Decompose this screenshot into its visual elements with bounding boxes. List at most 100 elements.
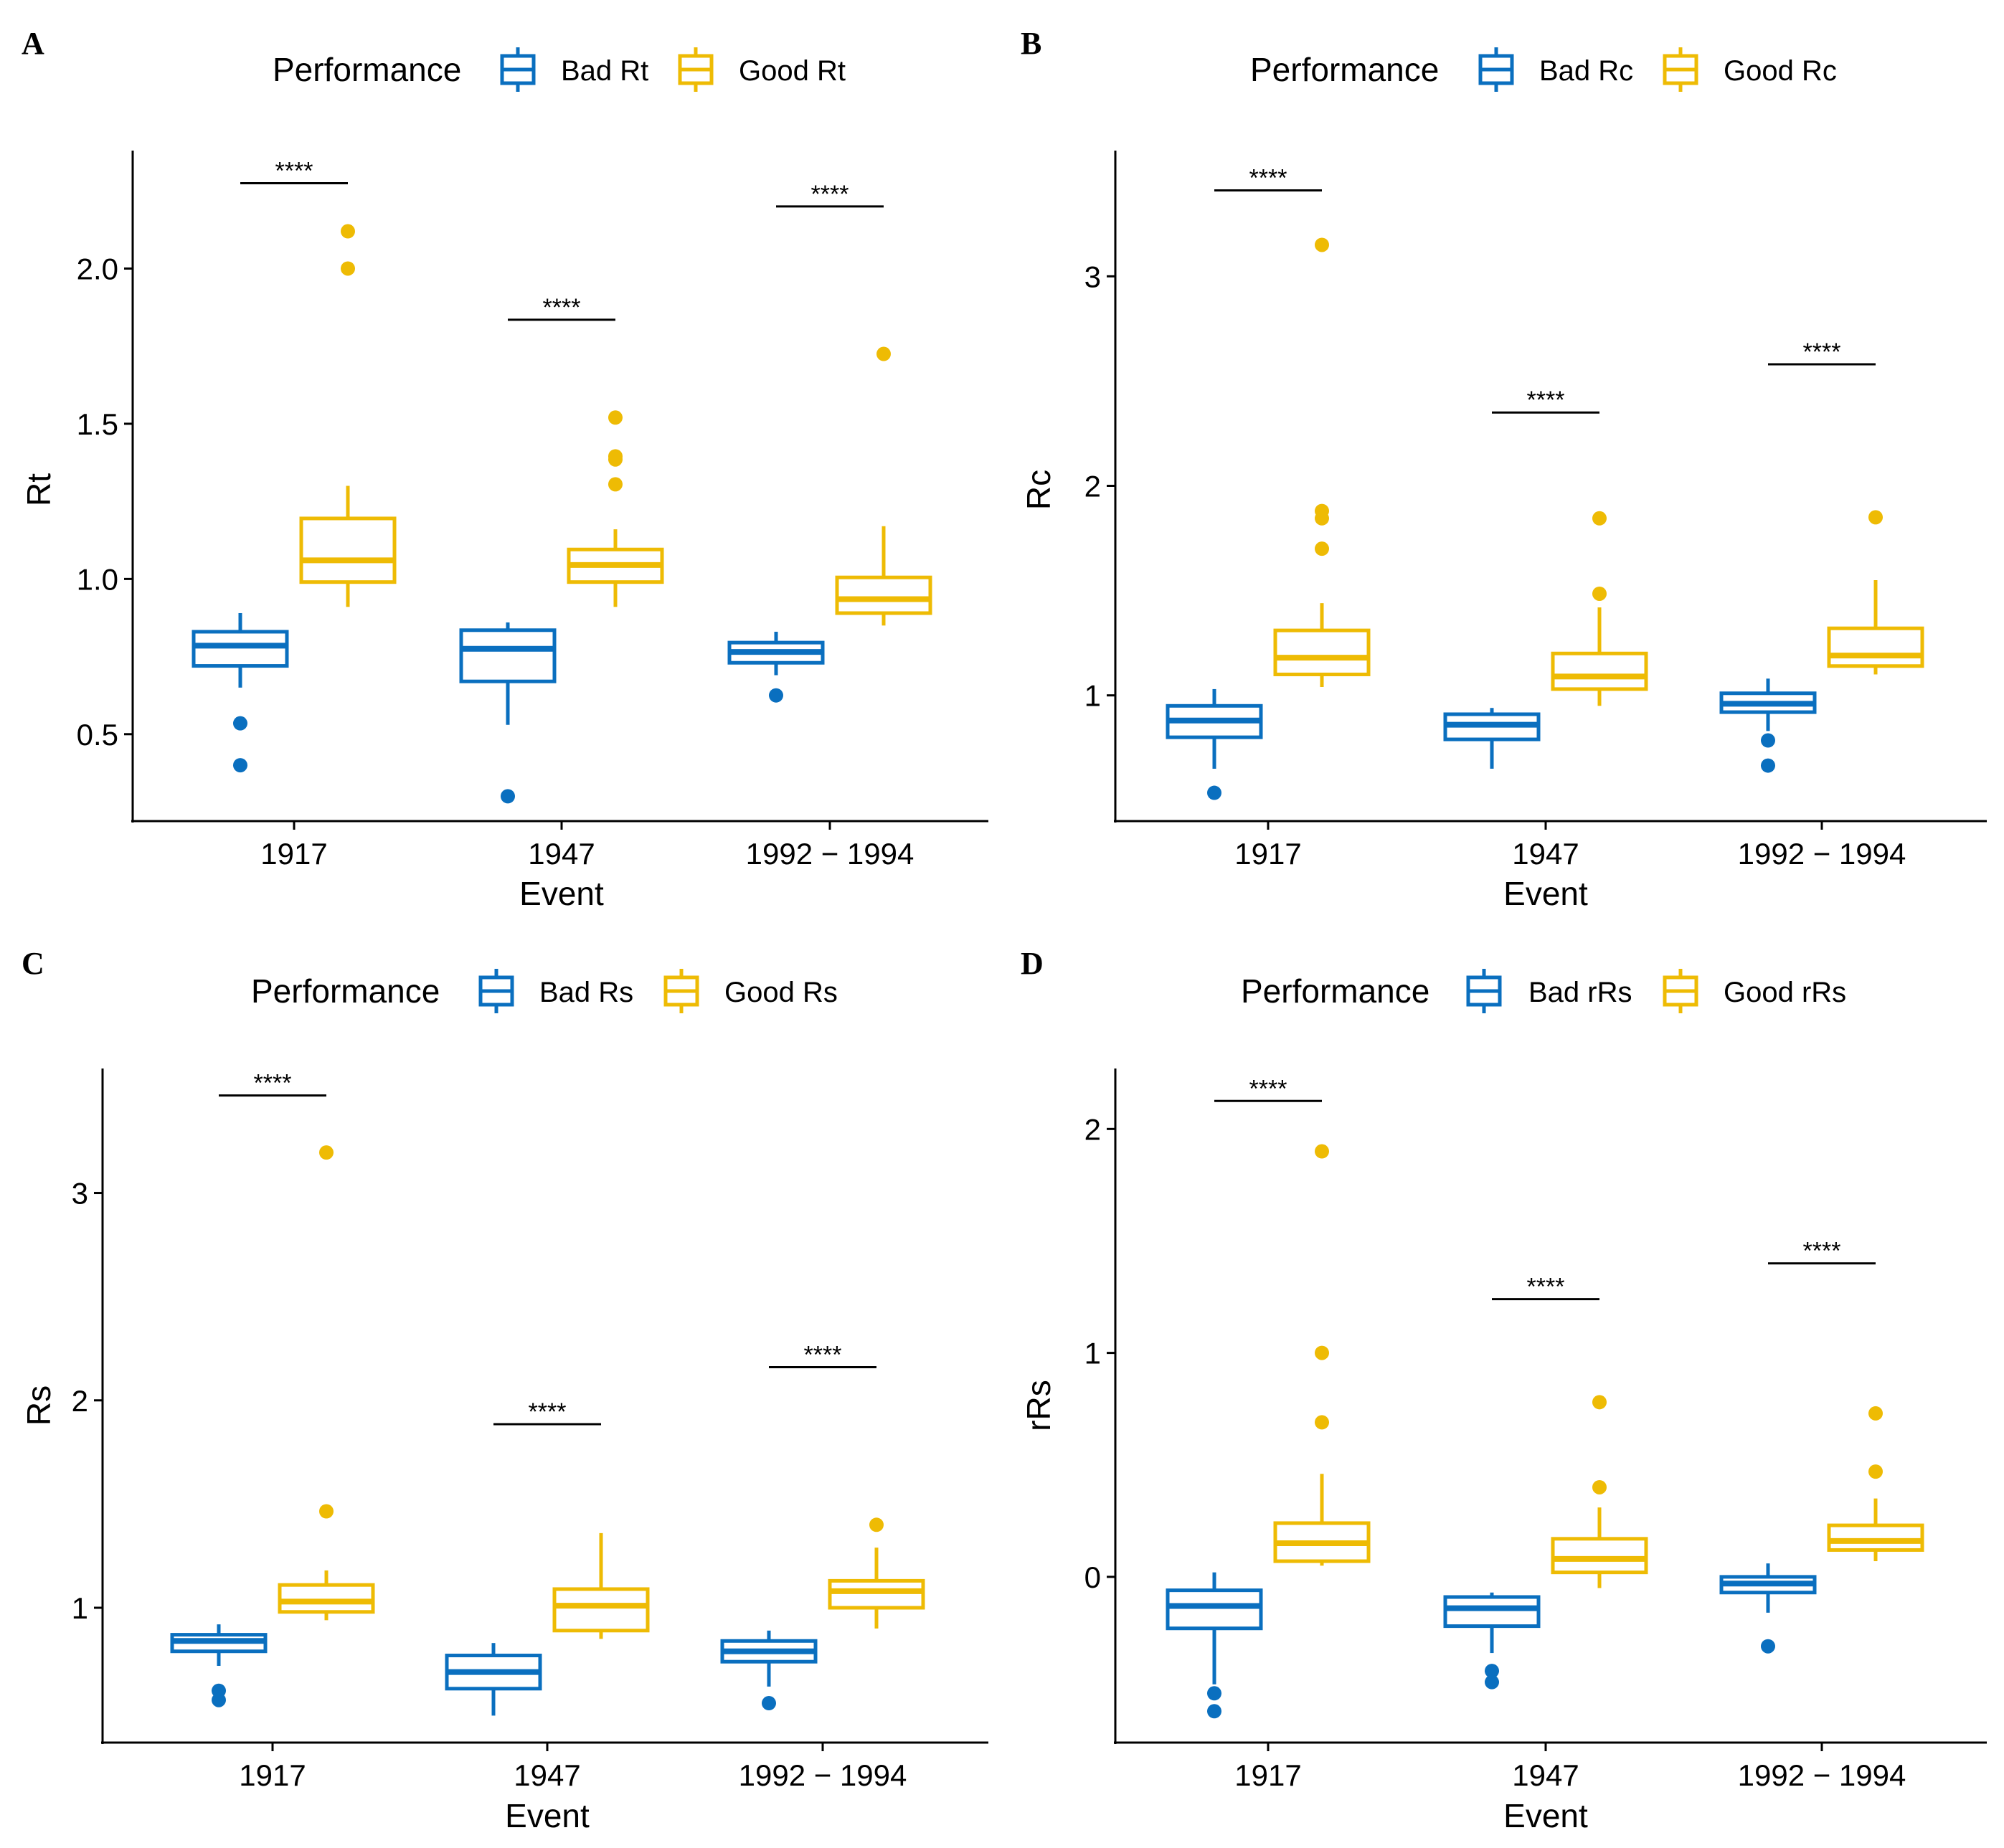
outlier-point-good bbox=[1592, 1395, 1607, 1410]
box-good bbox=[828, 1578, 925, 1610]
significance-label: **** bbox=[543, 294, 581, 321]
y-tick-label: 3 bbox=[1084, 260, 1101, 293]
legend-key-good bbox=[678, 47, 714, 92]
box-good bbox=[1551, 651, 1648, 691]
outlier-point-good bbox=[1315, 1144, 1329, 1159]
plot-area: 1 2 3 **** **** **** bbox=[72, 1068, 988, 1751]
box-good bbox=[1827, 626, 1924, 668]
outlier-point-good bbox=[608, 452, 623, 467]
outlier-point-bad bbox=[233, 716, 247, 731]
box-good bbox=[1273, 628, 1371, 676]
y-tick-label: 0.5 bbox=[77, 718, 118, 752]
outlier-point-good bbox=[341, 224, 355, 239]
outlier-point-good bbox=[876, 346, 891, 361]
outlier-point-bad bbox=[1761, 1639, 1775, 1654]
legend-key-bad bbox=[1478, 47, 1514, 92]
x-axis-title: Event bbox=[519, 875, 604, 912]
y-tick-label: 0 bbox=[1084, 1560, 1101, 1594]
legend-key-bad bbox=[1466, 969, 1502, 1013]
legend-d: Performance Bad rRs Good rRs bbox=[1241, 969, 1846, 1013]
x-tick-label: 1917 bbox=[260, 837, 327, 871]
outlier-point-good bbox=[1868, 1406, 1883, 1421]
box-good bbox=[1827, 1523, 1924, 1552]
outlier-point-bad bbox=[762, 1696, 776, 1711]
significance-label: **** bbox=[275, 157, 313, 184]
y-tick-label: 1 bbox=[1084, 1337, 1101, 1370]
outlier-point-good bbox=[319, 1504, 334, 1519]
outlier-point-good bbox=[1592, 586, 1607, 601]
outlier-point-bad bbox=[1485, 1664, 1499, 1679]
panel-label-a: A bbox=[22, 26, 44, 61]
significance-label: **** bbox=[1249, 1075, 1287, 1102]
outlier-point-bad bbox=[233, 758, 247, 773]
panel-label-d: D bbox=[1021, 946, 1044, 981]
y-tick-label: 1 bbox=[72, 1591, 88, 1625]
legend-key-good bbox=[663, 969, 699, 1013]
x-axis-title: Event bbox=[505, 1797, 590, 1834]
legend-title: Performance bbox=[1250, 51, 1439, 88]
panel-d: D Performance Bad rRs Good rRs 1917 1947… bbox=[1020, 946, 1987, 1834]
y-tick-label: 2 bbox=[1084, 1112, 1101, 1146]
box-bad bbox=[192, 630, 289, 668]
x-tick-label: 1947 bbox=[528, 837, 595, 871]
legend-a: Performance Bad Rt Good Rt bbox=[273, 47, 846, 92]
legend-label-bad: Bad Rt bbox=[561, 55, 648, 87]
plot-area: 1 2 3 **** **** **** bbox=[1084, 151, 1987, 830]
outlier-point-good bbox=[1315, 1345, 1329, 1360]
significance-label: **** bbox=[811, 181, 849, 208]
panel-c: C Performance Bad Rs Good Rs 1917 1947 1… bbox=[20, 946, 988, 1834]
legend-label-bad: Bad rRs bbox=[1528, 977, 1632, 1008]
legend-key-bad bbox=[500, 47, 536, 92]
significance-label: **** bbox=[1527, 387, 1565, 414]
legend-title: Performance bbox=[1241, 972, 1429, 1010]
outlier-point-bad bbox=[1207, 785, 1221, 800]
x-axis-title: Event bbox=[1503, 1797, 1588, 1834]
outlier-point-good bbox=[1315, 1415, 1329, 1430]
legend-label-good: Good Rt bbox=[739, 55, 846, 87]
outlier-point-bad bbox=[769, 688, 783, 703]
panel-a: A Performance Bad Rt Good Rt 1917 1947 1… bbox=[20, 26, 988, 912]
legend-label-good: Good rRs bbox=[1724, 977, 1846, 1008]
outlier-point-good bbox=[608, 410, 623, 425]
significance-label: **** bbox=[1803, 1238, 1841, 1265]
significance-label: **** bbox=[529, 1398, 567, 1426]
legend-label-bad: Bad Rc bbox=[1539, 55, 1633, 87]
outlier-point-good bbox=[1315, 541, 1329, 556]
panel-b: B Performance Bad Rc Good Rc 1917 1947 1… bbox=[1020, 26, 1987, 912]
legend-label-good: Good Rc bbox=[1724, 55, 1837, 87]
plot-area: 0.5 1.0 1.5 2.0 **** **** **** bbox=[77, 151, 988, 830]
legend-title: Performance bbox=[273, 51, 461, 88]
panel-label-b: B bbox=[1021, 26, 1041, 61]
outlier-point-good bbox=[1592, 511, 1607, 526]
outlier-point-good bbox=[1315, 511, 1329, 526]
significance-label: **** bbox=[254, 1070, 292, 1097]
significance-label: **** bbox=[1249, 165, 1287, 192]
y-tick-label: 1 bbox=[1084, 679, 1101, 713]
outlier-point-good bbox=[319, 1145, 334, 1160]
significance-label: **** bbox=[804, 1341, 842, 1368]
panel-label-c: C bbox=[22, 946, 44, 981]
x-axis-title: Event bbox=[1503, 875, 1588, 912]
legend-c: Performance Bad Rs Good Rs bbox=[251, 969, 838, 1013]
outlier-point-good bbox=[1315, 237, 1329, 252]
outlier-point-good bbox=[341, 261, 355, 276]
box-good bbox=[278, 1583, 375, 1614]
plot-area: 0 1 2 **** **** **** bbox=[1084, 1068, 1987, 1751]
x-tick-label: 1947 bbox=[1512, 1758, 1579, 1792]
y-tick-label: 2 bbox=[1084, 470, 1101, 503]
x-tick-label: 1992 − 1994 bbox=[739, 1758, 907, 1792]
outlier-point-good bbox=[1592, 1479, 1607, 1494]
significance-label: **** bbox=[1527, 1274, 1565, 1301]
outlier-point-good bbox=[608, 477, 623, 492]
legend-label-bad: Bad Rs bbox=[539, 977, 633, 1008]
y-axis-title: Rc bbox=[1020, 470, 1057, 510]
y-tick-label: 2 bbox=[72, 1384, 88, 1418]
x-tick-label: 1917 bbox=[1234, 837, 1301, 871]
x-tick-label: 1992 − 1994 bbox=[1738, 1758, 1906, 1792]
y-tick-label: 3 bbox=[72, 1177, 88, 1210]
x-tick-label: 1992 − 1994 bbox=[1738, 837, 1906, 871]
significance-label: **** bbox=[1803, 338, 1841, 366]
x-tick-label: 1992 − 1994 bbox=[746, 837, 914, 871]
box-good bbox=[299, 516, 397, 584]
